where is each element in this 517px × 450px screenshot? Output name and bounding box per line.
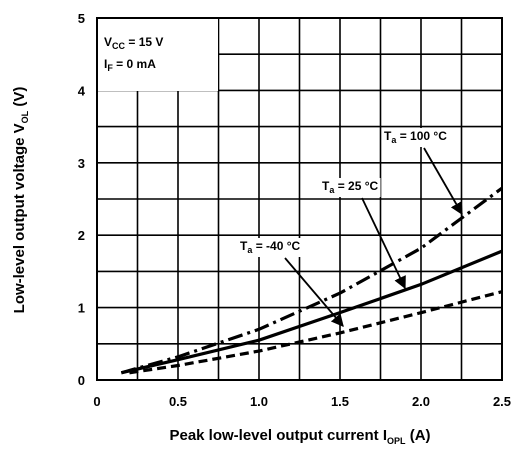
y-tick-label: 4 xyxy=(78,83,86,98)
y-label-text: (V) xyxy=(11,87,28,111)
y-axis-label: Low-level output voltage VOL (V) xyxy=(11,87,30,314)
plot-frame xyxy=(96,17,503,381)
label-background xyxy=(382,128,450,147)
label-sub: a xyxy=(247,245,253,255)
label-value: = -40 °C xyxy=(252,239,300,253)
condition-symbol: V xyxy=(104,35,112,49)
series-line xyxy=(129,290,503,375)
x-tick-label: 2.5 xyxy=(493,394,511,409)
plot: Ta = 100 °CTa = 25 °CTa = -40 °C xyxy=(120,128,503,375)
label-arrow xyxy=(361,197,406,290)
y-tick-label: 2 xyxy=(78,228,85,243)
series-line xyxy=(120,249,503,375)
x-tick-label: 1.0 xyxy=(250,394,268,409)
x-label-sub: OPL xyxy=(387,436,406,446)
label-background xyxy=(320,178,381,197)
label-arrow xyxy=(284,257,344,327)
condition-value: = 15 V xyxy=(125,35,163,49)
condition-sub: CC xyxy=(112,41,125,51)
series-line xyxy=(120,186,503,375)
condition-box xyxy=(98,19,218,91)
label-symbol: T xyxy=(322,179,330,193)
series-label: Ta = 100 °C xyxy=(384,129,447,145)
y-tick-label: 5 xyxy=(78,11,85,26)
x-tick-label: 1.5 xyxy=(331,394,349,409)
label-background xyxy=(238,238,303,257)
label-sub: a xyxy=(329,185,335,195)
y-label-sub: OL xyxy=(20,110,30,123)
x-tick-label: 0.5 xyxy=(169,394,187,409)
label-arrow xyxy=(423,147,463,216)
condition-text: IF = 0 mA xyxy=(104,57,156,73)
label-symbol: T xyxy=(384,129,392,143)
label-symbol: T xyxy=(240,239,248,253)
y-label-text: Low-level output voltage V xyxy=(11,123,28,313)
y-tick-label: 0 xyxy=(78,373,85,388)
y-tick-label: 1 xyxy=(78,301,85,316)
x-tick-label: 2.0 xyxy=(412,394,430,409)
x-label-text: Peak low-level output current I xyxy=(169,427,387,444)
x-axis-label: Peak low-level output current IOPL (A) xyxy=(169,427,430,446)
x-label-text: (A) xyxy=(406,427,431,444)
condition-sub: F xyxy=(107,63,113,73)
label-value: = 25 °C xyxy=(334,179,378,193)
condition-value: = 0 mA xyxy=(113,57,156,71)
y-tick-label: 3 xyxy=(78,156,85,171)
x-tick-label: 0 xyxy=(93,394,100,409)
condition-symbol: I xyxy=(104,57,107,71)
series-label: Ta = 25 °C xyxy=(322,179,379,195)
label-value: = 100 °C xyxy=(396,129,447,143)
label-sub: a xyxy=(391,135,397,145)
series-label: Ta = -40 °C xyxy=(240,239,301,255)
condition-text: VCC = 15 V xyxy=(104,35,163,51)
